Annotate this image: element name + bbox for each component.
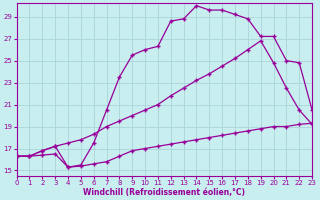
X-axis label: Windchill (Refroidissement éolien,°C): Windchill (Refroidissement éolien,°C) [84,188,245,197]
